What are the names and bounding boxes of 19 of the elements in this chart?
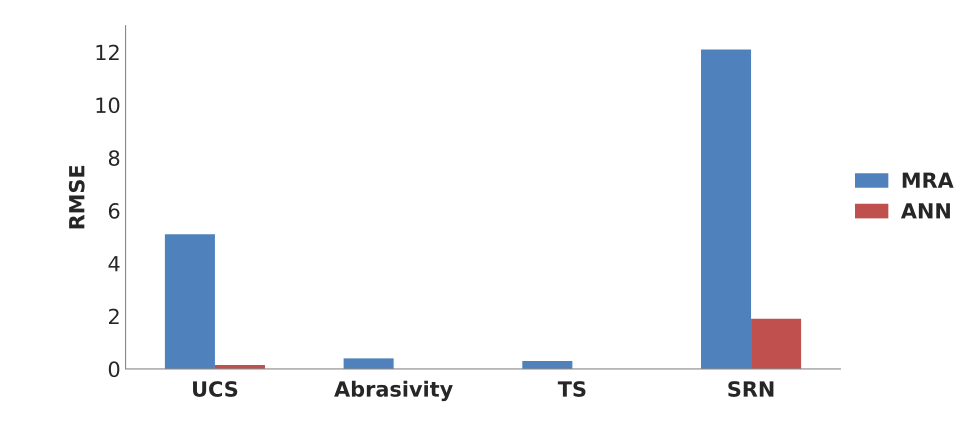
y-tick-label: 6	[108, 202, 120, 219]
x-tick-label: Abrasivity	[334, 380, 453, 402]
bar	[344, 358, 394, 369]
y-tick-label: 12	[96, 44, 119, 60]
bar	[522, 361, 572, 369]
y-tick-label: 8	[108, 150, 120, 166]
y-tick-label: 2	[108, 308, 119, 324]
y-tick-label: 4	[108, 256, 120, 272]
bar	[164, 234, 215, 369]
x-tick-label: TS	[558, 381, 586, 397]
y-axis-title: RMSE	[68, 166, 85, 228]
y-tick-label: 0	[108, 361, 120, 378]
bar	[701, 50, 752, 369]
x-tick-label: SRN	[728, 381, 774, 397]
legend-label: MRA	[902, 172, 954, 188]
x-tick-label: UCS	[193, 381, 238, 397]
legend-label: ANN	[900, 203, 950, 218]
y-tick-label: 10	[96, 97, 120, 114]
bar	[751, 318, 802, 369]
